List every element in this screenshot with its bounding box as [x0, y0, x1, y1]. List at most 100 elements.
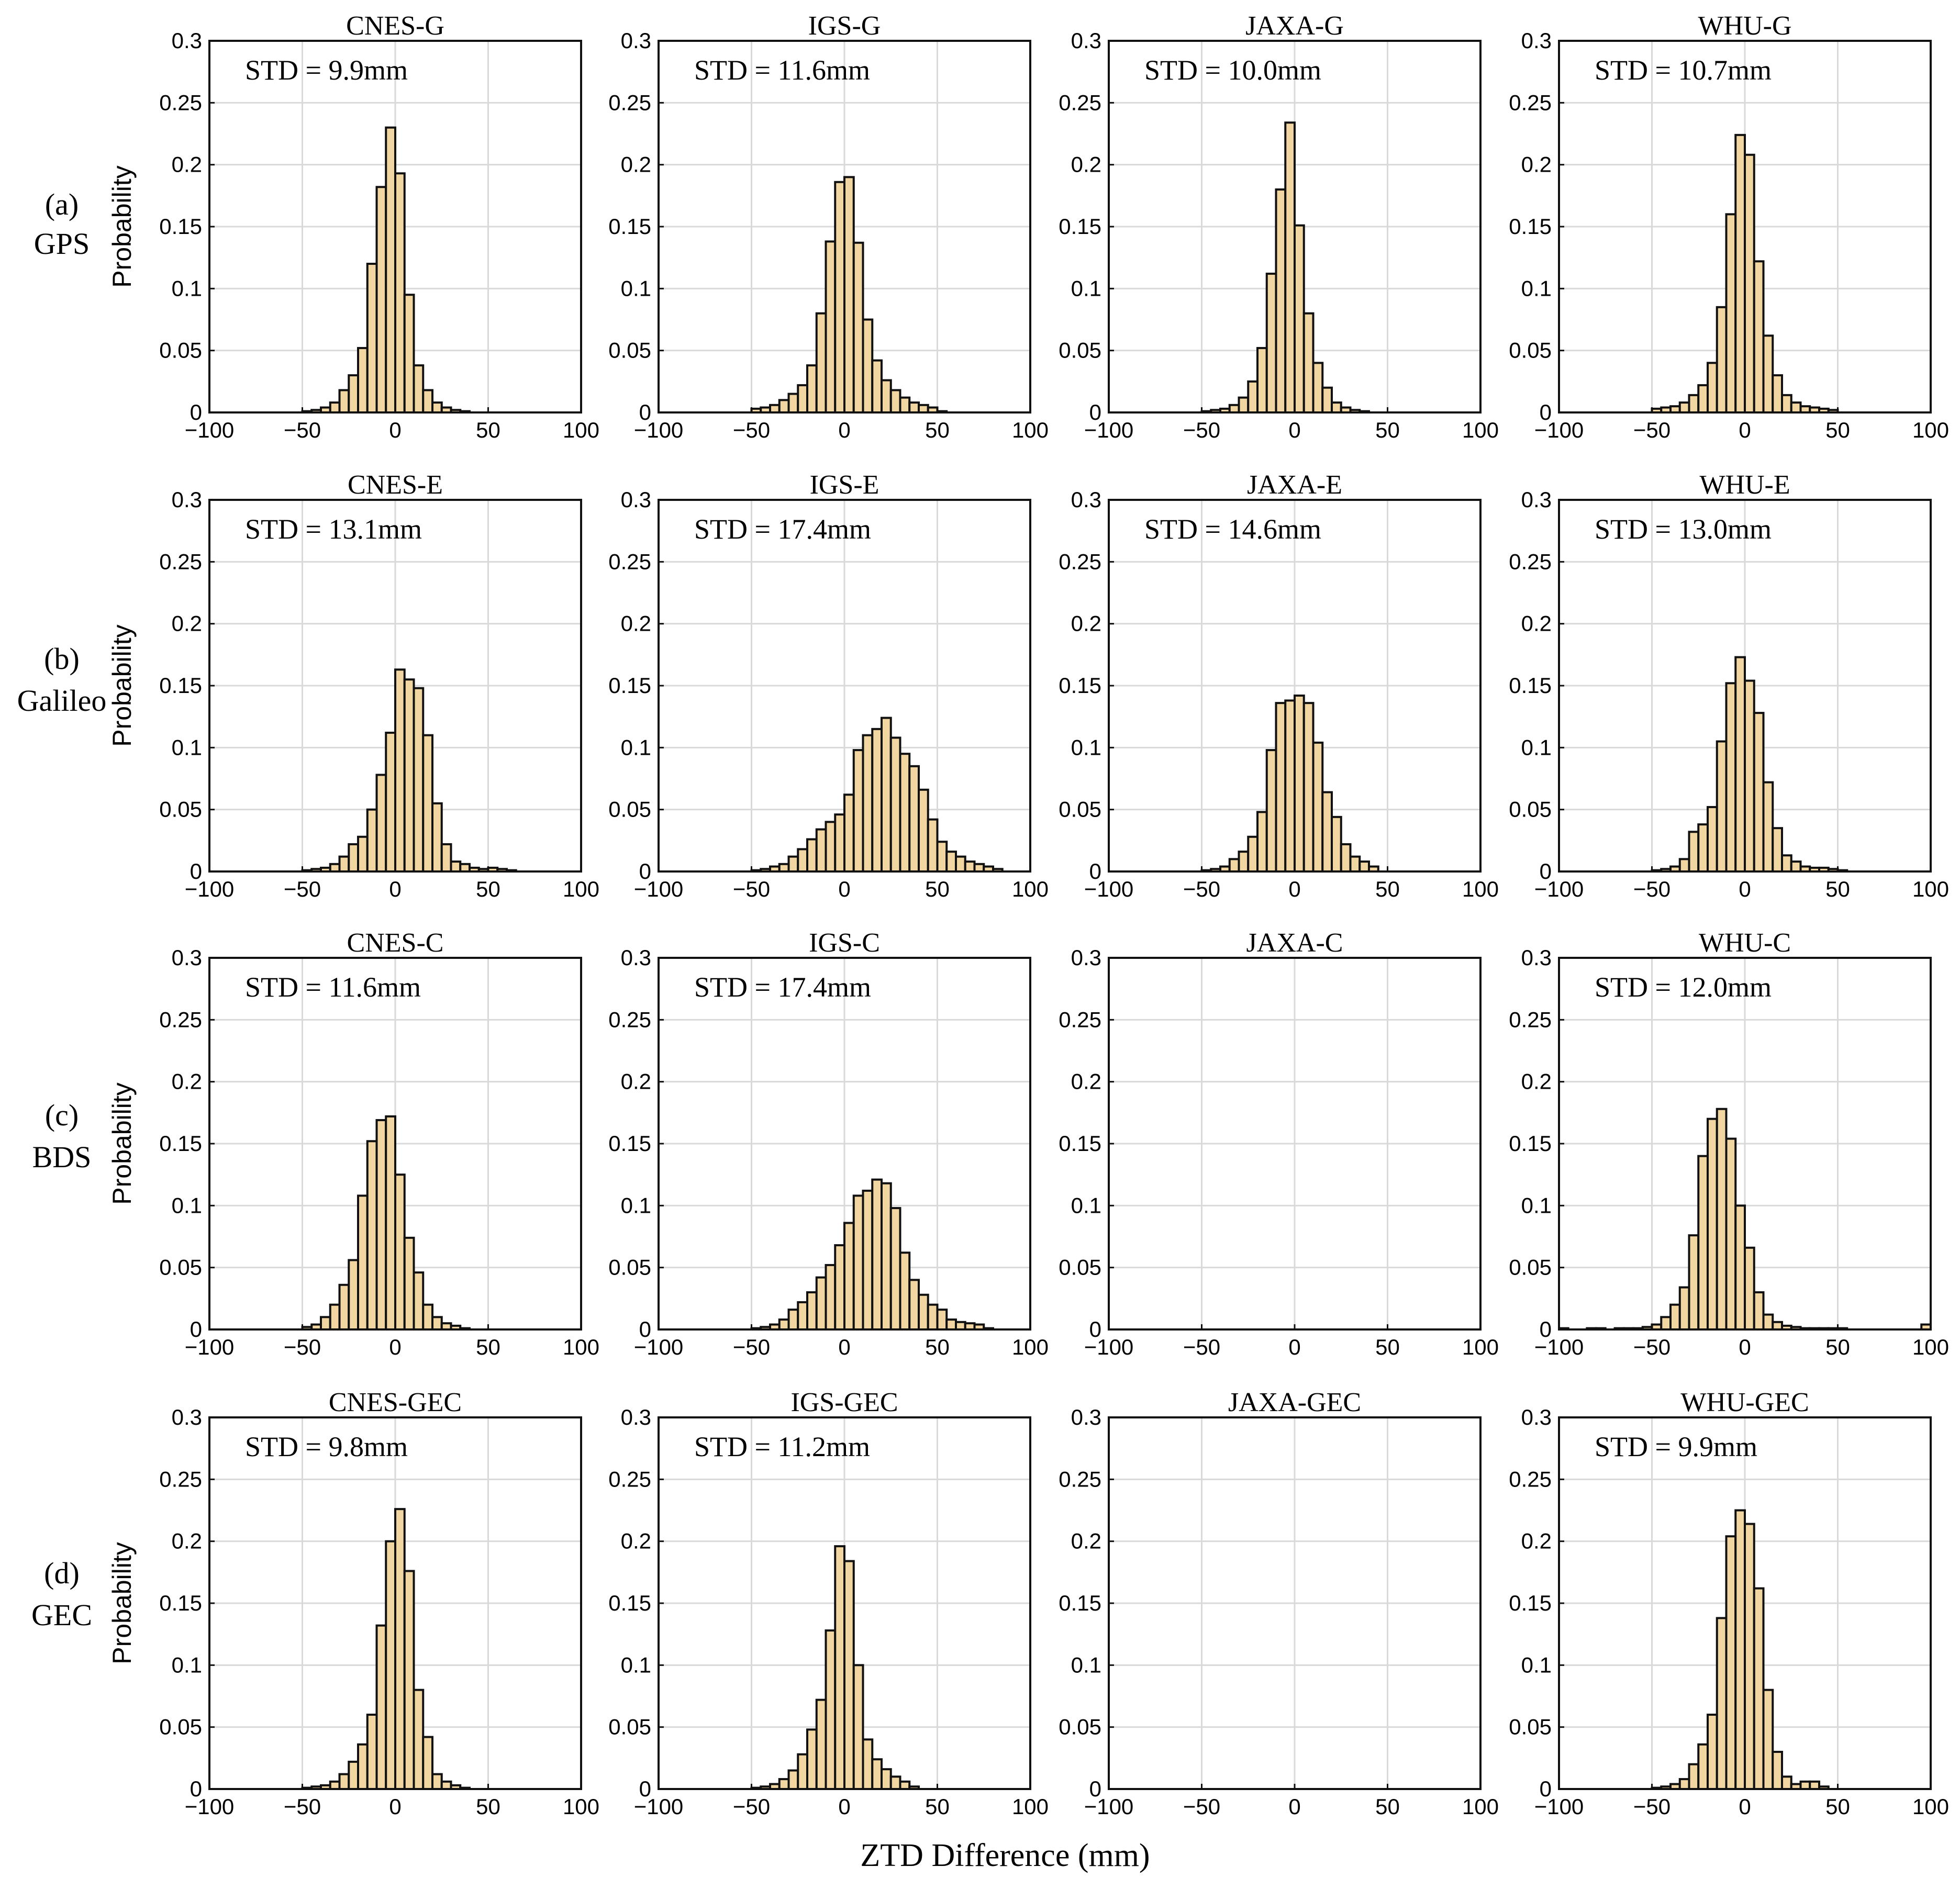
- chart-0-ytick-label-3: 0.15: [159, 214, 202, 239]
- chart-7-bar-11: [1753, 712, 1765, 873]
- chart-0-ytick-label-6: 0.3: [172, 28, 202, 53]
- chart-13-title: IGS-GEC: [790, 1388, 898, 1417]
- chart-7-std-label: STD = 13.0mm: [1595, 513, 1772, 545]
- chart-7-panel: −100 −50 0 50 100 0 0.05 0.1 0.15 0.2 0.25 0.3 WHU-E…: [1509, 470, 1949, 901]
- chart-1-bar-3: [778, 399, 790, 413]
- chart-13-bar-4: [787, 1769, 799, 1790]
- chart-9-ytick-label-3: 0.15: [608, 1131, 651, 1156]
- chart-4-bar-5: [348, 843, 359, 873]
- chart-5-bar-20: [936, 841, 948, 873]
- chart-6-xtick-label-1: −50: [1183, 877, 1220, 901]
- chart-9-ytick-label-4: 0.2: [621, 1069, 651, 1094]
- chart-2-xtick-label-2: 0: [1288, 418, 1300, 442]
- chart-5-bar-10: [843, 793, 855, 873]
- chart-15-xtick-label-3: 50: [1825, 1794, 1850, 1819]
- chart-2-std-label: STD = 10.0mm: [1144, 54, 1321, 86]
- chart-9-xtick-label-3: 50: [925, 1335, 950, 1359]
- chart-4-ytick-label-0: 0: [190, 859, 202, 884]
- chart-0-ylabel: Probability: [107, 165, 137, 287]
- chart-1-bar-11: [852, 241, 864, 413]
- chart-7-bar-14: [1781, 854, 1792, 873]
- chart-9-std-label: STD = 17.4mm: [694, 971, 871, 1003]
- chart-3-bar-14: [1781, 394, 1792, 413]
- chart-5-bar-6: [806, 838, 818, 873]
- chart-15-ytick-label-5: 0.25: [1509, 1467, 1552, 1491]
- chart-14-xtick-label-1: −50: [1183, 1794, 1220, 1819]
- chart-9-bar-15: [889, 1207, 901, 1331]
- chart-12-ytick-label-5: 0.25: [159, 1467, 202, 1491]
- chart-15-bar-9: [1734, 1509, 1746, 1790]
- chart-9-xtick-label-2: 0: [838, 1335, 850, 1359]
- chart-7-ytick-label-0: 0: [1540, 859, 1552, 884]
- chart-8-bar-8: [375, 1119, 387, 1331]
- chart-9-ytick-label-6: 0.3: [621, 945, 651, 970]
- chart-7-ytick-label-3: 0.15: [1509, 673, 1552, 698]
- chart-5-ytick-label-0: 0: [639, 859, 651, 884]
- chart-3-bar-13: [1772, 374, 1783, 413]
- chart-2-bar-8: [1275, 188, 1287, 413]
- chart-3-bar-7: [1716, 306, 1728, 413]
- chart-9-bar-16: [899, 1251, 911, 1331]
- chart-12-bar-15: [440, 1780, 452, 1791]
- chart-15-bar-14: [1781, 1775, 1792, 1790]
- chart-1-bar-2: [769, 404, 781, 413]
- chart-15-xtick-label-0: −100: [1534, 1794, 1584, 1819]
- chart-6-ytick-label-6: 0.3: [1071, 487, 1101, 512]
- chart-6-bar-13: [1321, 791, 1333, 873]
- chart-13-bar-7: [815, 1698, 827, 1791]
- chart-6-bar-3: [1228, 858, 1240, 873]
- chart-11-bar-13: [1678, 1286, 1690, 1331]
- chart-3-bar-4: [1688, 394, 1700, 413]
- chart-11-xtick-label-3: 50: [1825, 1335, 1850, 1359]
- chart-7-bar-12: [1762, 781, 1774, 873]
- chart-1-bar-15: [889, 389, 901, 414]
- chart-12-bar-9: [385, 1540, 396, 1791]
- chart-7-bar-7: [1716, 740, 1728, 873]
- chart-11-bar-21: [1753, 1291, 1765, 1331]
- chart-4-bar-17: [459, 863, 471, 873]
- chart-9-bar-14: [881, 1182, 892, 1331]
- chart-11-xtick-label-2: 0: [1739, 1335, 1751, 1359]
- chart-1-bar-8: [825, 240, 837, 413]
- chart-1-bar-17: [908, 401, 920, 413]
- chart-8-xtick-label-2: 0: [389, 1335, 401, 1359]
- chart-8-bar-6: [357, 1194, 369, 1331]
- chart-8-bar-12: [413, 1271, 425, 1331]
- chart-12-bar-10: [394, 1508, 406, 1790]
- chart-9-bar-4: [787, 1309, 799, 1331]
- chart-11-bar-11: [1660, 1316, 1672, 1331]
- chart-12-bar-4: [338, 1773, 350, 1791]
- chart-6-ytick-label-1: 0.05: [1059, 797, 1101, 822]
- chart-8-ytick-label-1: 0.05: [159, 1255, 202, 1280]
- chart-6-xtick-label-0: −100: [1084, 877, 1134, 901]
- chart-5-ytick-label-2: 0.1: [621, 735, 651, 759]
- chart-8-bar-4: [338, 1283, 350, 1331]
- chart-9-bar-20: [936, 1309, 948, 1331]
- chart-11-ytick-label-5: 0.25: [1509, 1007, 1552, 1032]
- chart-6-xtick-label-3: 50: [1375, 877, 1400, 901]
- chart-1-ytick-label-6: 0.3: [621, 28, 651, 53]
- chart-1-bar-14: [881, 379, 892, 414]
- chart-1-title: IGS-G: [808, 11, 881, 41]
- chart-1-ytick-label-4: 0.2: [621, 152, 651, 177]
- chart-13-panel: −100 −50 0 50 100 0 0.05 0.1 0.15 0.2 0.25 0.3 IGS-G…: [608, 1388, 1049, 1819]
- chart-13-xtick-label-3: 50: [925, 1794, 950, 1819]
- chart-12-bar-8: [375, 1624, 387, 1791]
- chart-6-bar-16: [1349, 855, 1361, 873]
- chart-9-bar-11: [852, 1194, 864, 1331]
- chart-11-xtick-label-4: 100: [1912, 1335, 1949, 1359]
- chart-13-ytick-label-2: 0.1: [621, 1652, 651, 1677]
- chart-15-ytick-label-0: 0: [1540, 1776, 1552, 1801]
- chart-5-panel: −100 −50 0 50 100 0 0.05 0.1 0.15 0.2 0.25 0.3 IGS-E…: [608, 470, 1049, 901]
- chart-3-bar-3: [1678, 401, 1690, 413]
- chart-15-ytick-label-2: 0.1: [1521, 1652, 1552, 1677]
- chart-12-ytick-label-3: 0.15: [159, 1591, 202, 1615]
- chart-11-ytick-label-4: 0.2: [1521, 1069, 1552, 1094]
- chart-11-bar-12: [1669, 1303, 1681, 1331]
- chart-10-ytick-label-5: 0.25: [1059, 1007, 1101, 1032]
- chart-9-bar-12: [862, 1189, 874, 1331]
- chart-9-title: IGS-C: [809, 928, 880, 958]
- chart-1-xtick-label-0: −100: [634, 418, 684, 442]
- chart-12-ytick-label-1: 0.05: [159, 1715, 202, 1739]
- chart-13-bar-12: [862, 1738, 874, 1790]
